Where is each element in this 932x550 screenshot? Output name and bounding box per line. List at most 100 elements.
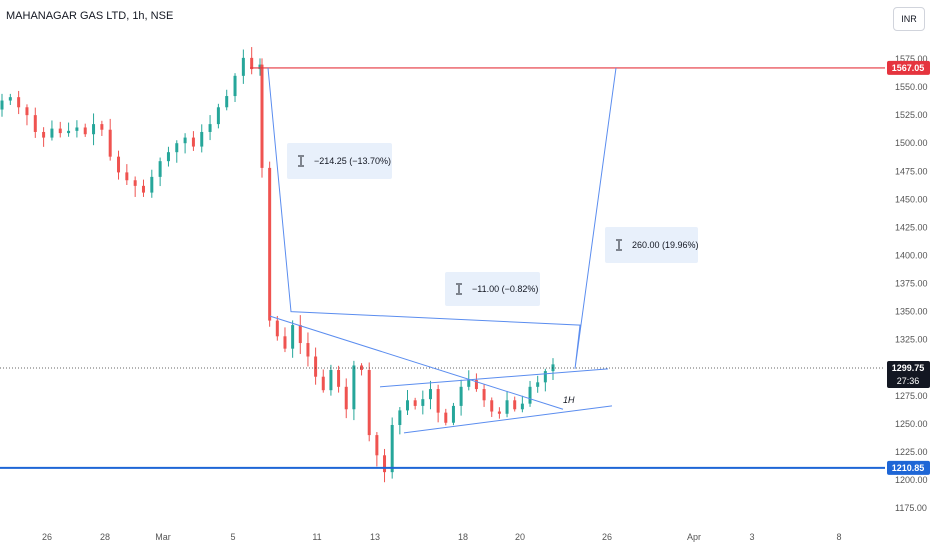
countdown-label: 27:36 (897, 376, 920, 386)
x-tick-label: Apr (687, 532, 701, 542)
y-tick-label: 1475.00 (895, 166, 928, 176)
candle-body (133, 180, 137, 186)
candle-body (459, 386, 463, 406)
candle-body (390, 424, 394, 473)
current-price-bg (887, 361, 930, 389)
candle-body (406, 400, 409, 411)
x-tick-label: Mar (155, 532, 171, 542)
x-tick-label: 18 (458, 532, 468, 542)
candle-body (467, 380, 471, 387)
candle-body (83, 127, 87, 135)
candle-body (208, 124, 212, 132)
trendline-mid (379, 368, 609, 388)
y-tick-label: 1200.00 (895, 475, 928, 485)
trendline-lower (403, 405, 613, 434)
candle-body (383, 455, 387, 473)
candle-body (344, 386, 348, 410)
candle-body (8, 97, 12, 101)
candle-body (367, 369, 371, 436)
candle-body (175, 143, 179, 153)
y-tick-label: 1450.00 (895, 194, 928, 204)
candle-body (444, 412, 448, 423)
x-tick-label: 13 (370, 532, 380, 542)
y-tick-label: 1250.00 (895, 419, 928, 429)
candle-body (314, 356, 318, 377)
measure-box-drop (287, 143, 392, 179)
candle-body (17, 97, 21, 108)
candle-body (183, 137, 187, 144)
y-tick-label: 1175.00 (895, 503, 927, 513)
measure-label: −214.25 (−13.70%) (314, 156, 391, 166)
measure-icon (616, 239, 622, 251)
y-tick-label: 1375.00 (895, 279, 928, 289)
candle-body (141, 185, 145, 193)
candle-body (291, 325, 295, 349)
y-tick-label: 1550.00 (895, 82, 928, 92)
candle-body (158, 161, 162, 177)
candle-body (191, 137, 195, 147)
x-tick-label: 8 (836, 532, 841, 542)
candle-body (233, 75, 237, 97)
chart-title: MAHANAGAR GAS LTD, 1h, NSE (6, 10, 174, 22)
resistance-price-label-bg (887, 60, 930, 75)
measure-icon (298, 155, 304, 167)
measure-box-target (605, 227, 698, 263)
y-tick-label: 1350.00 (895, 307, 928, 317)
candle-body (306, 343, 310, 357)
candle-body (528, 386, 532, 404)
candle-body (474, 380, 478, 390)
measure-icon (456, 283, 462, 295)
measure-label: −11.00 (−0.82%) (472, 284, 538, 294)
candle-body (337, 369, 341, 387)
candle-body (536, 382, 540, 387)
trendline-upper (269, 315, 564, 410)
y-tick-label: 1425.00 (895, 222, 928, 232)
candle-body (25, 107, 29, 116)
candle-body (543, 371, 547, 383)
candle-body (298, 325, 302, 344)
candle-body (258, 64, 262, 70)
x-tick-label: 26 (602, 532, 612, 542)
candle-body (108, 129, 112, 157)
y-tick-label: 1525.00 (895, 110, 928, 120)
candle-body (490, 400, 494, 412)
candle-body (100, 124, 104, 130)
candle-body (283, 336, 287, 349)
x-tick-label: 26 (42, 532, 52, 542)
candle-body (413, 400, 417, 406)
candle-body (451, 405, 455, 423)
candle-body (225, 96, 229, 108)
candle-body (75, 127, 79, 131)
candle-body (33, 115, 37, 132)
candle-body (360, 365, 364, 370)
y-tick-label: 1400.00 (895, 250, 928, 260)
projection-path (267, 67, 617, 369)
y-tick-label: 1275.00 (895, 391, 928, 401)
candle-body (497, 411, 501, 414)
y-tick-label: 1575.00 (895, 54, 928, 64)
candle-body (428, 389, 432, 400)
measure-label: 260.00 (19.96%) (632, 240, 699, 250)
candle-body (275, 320, 279, 337)
candle-body (321, 376, 325, 391)
support-price-label: 1210.85 (892, 463, 925, 473)
x-tick-label: 5 (230, 532, 235, 542)
candle-body (200, 131, 204, 147)
measure-box-flat (445, 272, 540, 306)
candle-body (482, 389, 486, 401)
candle-body (150, 176, 154, 193)
candle-body (117, 156, 121, 173)
candle-body (216, 107, 220, 125)
candle-body (67, 130, 71, 134)
y-tick-label: 1325.00 (895, 335, 928, 345)
currency-button[interactable]: INR (893, 7, 925, 31)
candle-body (166, 152, 170, 162)
candle-body (505, 400, 509, 414)
support-price-label-bg (887, 460, 930, 475)
timeframe-tag: 1H (563, 395, 575, 405)
candle-body (58, 128, 62, 134)
candle-body (241, 57, 245, 76)
x-tick-label: 11 (312, 532, 321, 542)
current-price-label: 1299.75 (892, 363, 925, 373)
